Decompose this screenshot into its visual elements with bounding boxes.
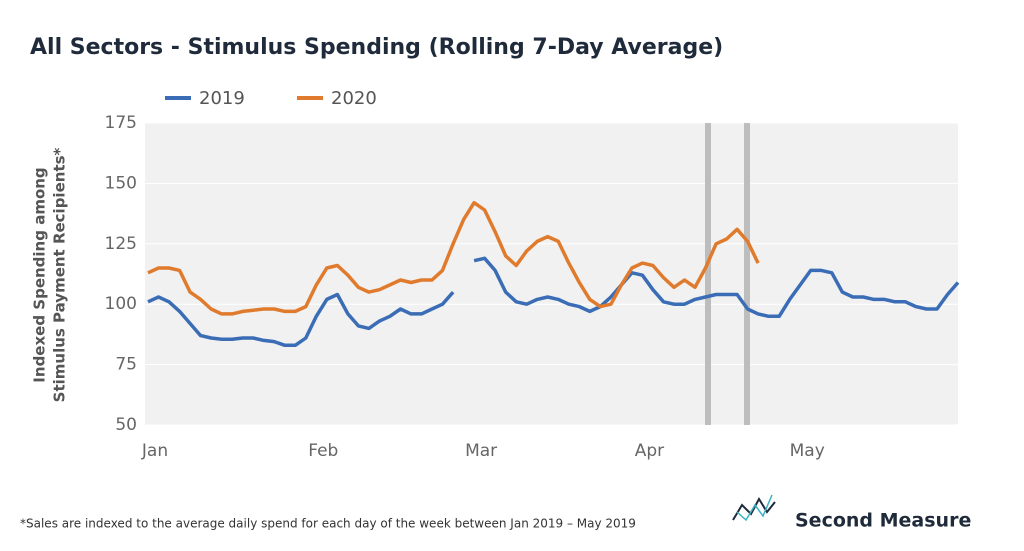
- brand-logo: [736, 494, 773, 522]
- chart-title: All Sectors - Stimulus Spending (Rolling…: [30, 35, 723, 60]
- x-tick-label: Apr: [635, 441, 664, 461]
- plot-background: [145, 123, 958, 425]
- y-tick-label: 100: [105, 294, 137, 314]
- x-tick-label: Jan: [141, 441, 168, 461]
- line-series: [147, 256, 960, 348]
- x-tick-label: May: [790, 441, 825, 461]
- y-tick-label: 75: [115, 355, 137, 375]
- x-tick-label: Feb: [308, 441, 338, 461]
- brand-logo: [732, 496, 776, 521]
- y-axis-label: Stimulus Payment Recipients*: [51, 147, 69, 402]
- brand-name: Second Measure: [795, 510, 971, 532]
- grid: [145, 122, 958, 426]
- legend-label: 2019: [199, 88, 245, 109]
- x-tick-label: Mar: [465, 441, 497, 461]
- y-axis-label: Indexed Spending among: [31, 167, 49, 382]
- y-tick-label: 150: [105, 173, 137, 193]
- y-tick-label: 125: [105, 234, 137, 254]
- legend-label: 2020: [331, 88, 377, 109]
- event-band: [705, 123, 711, 425]
- footnote: *Sales are indexed to the average daily …: [20, 517, 636, 531]
- line-series: [147, 200, 760, 316]
- event-band: [744, 123, 750, 425]
- y-tick-label: 50: [115, 415, 137, 435]
- y-tick-label: 175: [105, 113, 137, 133]
